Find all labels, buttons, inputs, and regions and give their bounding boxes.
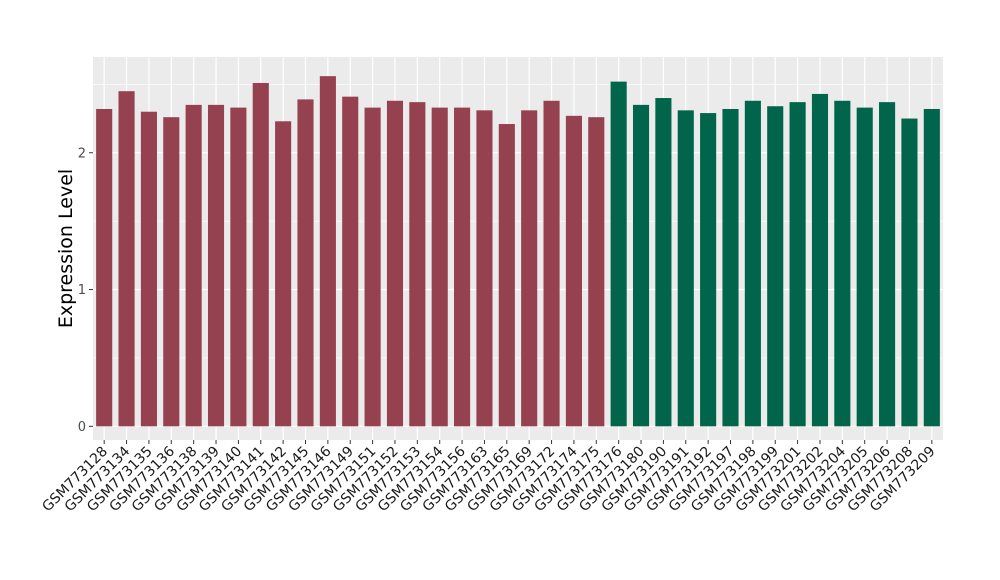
bar-GSM773191 — [677, 110, 694, 427]
bar-GSM773140 — [230, 107, 247, 427]
bar-GSM773209 — [923, 108, 940, 427]
y-tick-label: 2 — [78, 146, 86, 161]
bar-GSM773154 — [431, 107, 448, 427]
bar-GSM773135 — [140, 111, 157, 427]
bar-GSM773165 — [498, 124, 515, 427]
bar-GSM773146 — [319, 76, 336, 427]
bar-GSM773192 — [700, 113, 717, 427]
bar-GSM773136 — [163, 117, 180, 427]
bar-GSM773151 — [364, 107, 381, 427]
bar-GSM773153 — [409, 102, 426, 427]
bar-GSM773141 — [252, 82, 269, 427]
bar-GSM773176 — [610, 81, 627, 427]
bar-GSM773149 — [342, 96, 359, 427]
bar-GSM773156 — [454, 107, 471, 427]
bar-GSM773174 — [565, 115, 582, 427]
bar-GSM773169 — [521, 110, 538, 427]
bar-GSM773142 — [275, 121, 292, 427]
bar-GSM773180 — [632, 104, 650, 427]
x-axis: GSM773128GSM773134GSM773135GSM773136GSM7… — [39, 440, 939, 515]
bar-GSM773198 — [744, 100, 761, 427]
bar-GSM773204 — [834, 100, 851, 427]
bars — [96, 76, 940, 427]
bar-GSM773128 — [96, 108, 113, 427]
bar-GSM773163 — [476, 110, 493, 427]
bar-GSM773134 — [118, 91, 135, 427]
bar-GSM773190 — [655, 98, 672, 427]
y-tick-label: 1 — [78, 283, 86, 298]
bar-GSM773205 — [856, 107, 873, 427]
bar-GSM773139 — [207, 104, 225, 427]
bar-GSM773197 — [722, 108, 739, 427]
bar-GSM773172 — [543, 100, 560, 427]
bar-GSM773208 — [901, 118, 918, 427]
y-tick-label: 0 — [78, 420, 86, 435]
bar-GSM773175 — [588, 117, 605, 427]
y-axis-title: Expression Level — [55, 169, 77, 328]
bar-GSM773152 — [386, 100, 404, 427]
bar-GSM773199 — [767, 106, 784, 427]
bar-GSM773201 — [789, 102, 806, 427]
bar-GSM773206 — [879, 102, 896, 427]
bar-GSM773202 — [811, 93, 829, 427]
y-axis: 0 1 2 — [78, 146, 93, 435]
bar-GSM773145 — [297, 99, 314, 427]
bar-GSM773138 — [185, 104, 202, 427]
